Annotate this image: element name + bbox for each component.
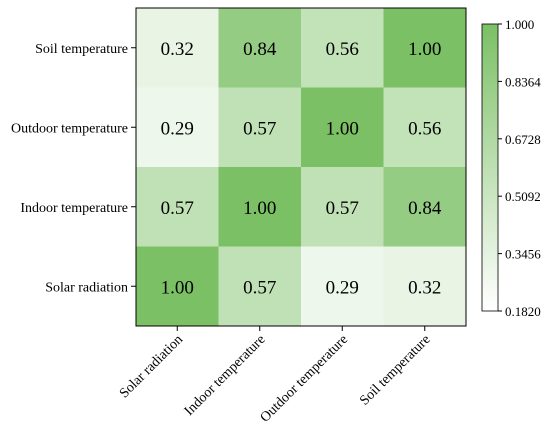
colorbar-tick-label: 0.1820 [505, 304, 541, 319]
heatmap-cell [136, 87, 219, 167]
heatmap-cell [301, 87, 384, 167]
cell-value-label: 0.84 [408, 198, 442, 219]
heatmap-cell [218, 87, 301, 167]
cell-value-label: 1.00 [326, 118, 359, 139]
y-tick-label: Solar radiation [45, 280, 128, 295]
colorbar-tick-label: 0.6728 [505, 132, 541, 147]
heatmap-cell [301, 8, 384, 88]
cell-value-label: 0.32 [408, 277, 441, 298]
heatmap-cell [383, 87, 466, 167]
y-tick-label: Soil temperature [35, 42, 128, 57]
colorbar-tick-label: 1.000 [505, 17, 534, 32]
cell-value-label: 0.57 [326, 198, 359, 219]
x-tick-label: Outdoor temperature [258, 332, 351, 425]
cell-value-label: 1.00 [243, 198, 276, 219]
heatmap-cell [218, 8, 301, 88]
plot-frame [135, 7, 467, 327]
cell-value-label: 0.56 [326, 39, 359, 60]
heatmap-cell [136, 246, 219, 326]
heatmap-cell [301, 167, 384, 247]
colorbar-gradient [481, 23, 499, 312]
cell-value-label: 0.29 [161, 118, 194, 139]
x-tick-label: Soil temperature [357, 332, 433, 408]
heatmap-cell [383, 8, 466, 88]
colorbar-tick-label: 0.5092 [505, 189, 541, 204]
cell-value-label: 1.00 [161, 277, 194, 298]
y-tick-label: Indoor temperature [20, 201, 128, 216]
heatmap-cell [383, 167, 466, 247]
heatmap-cells: 0.32 0.84 0.56 1.00 0.29 0.57 1.00 0.56 0.57 1.00… [136, 8, 466, 326]
cell-value-label: 0.57 [243, 118, 276, 139]
colorbar-tick-label: 0.3456 [505, 247, 541, 262]
colorbar: 1.000 0.8364 0.6728 0.5092 0.3456 0.1820 [481, 17, 541, 319]
heatmap-cell [218, 167, 301, 247]
heatmap-cell [136, 8, 219, 88]
heatmap-cell [136, 167, 219, 247]
colorbar-tick-label: 0.8364 [505, 74, 541, 89]
x-tick-label: Solar radiation [117, 332, 186, 401]
heatmap-cell [383, 246, 466, 326]
cell-value-label: 0.84 [243, 39, 277, 60]
y-axis: Soil temperature Outdoor temperature Indoo… [11, 42, 136, 295]
heatmap-cell [218, 246, 301, 326]
cell-value-label: 0.57 [161, 198, 194, 219]
cell-value-label: 0.29 [326, 277, 359, 298]
heatmap-cell [301, 246, 384, 326]
cell-value-label: 1.00 [408, 39, 441, 60]
cell-value-label: 0.56 [408, 118, 441, 139]
x-tick-label: Indoor temperature [182, 332, 269, 419]
y-tick-label: Outdoor temperature [11, 121, 128, 136]
cell-value-label: 0.57 [243, 277, 276, 298]
cell-value-label: 0.32 [161, 39, 194, 60]
